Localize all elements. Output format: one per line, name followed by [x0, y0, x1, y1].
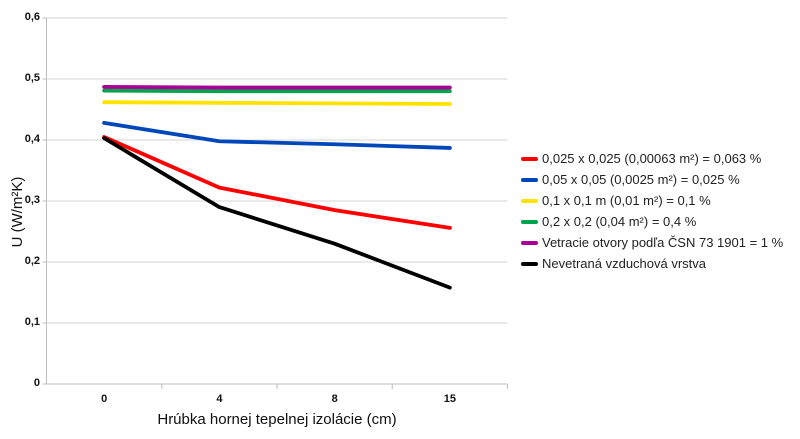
series-line: [102, 135, 452, 230]
series-line: [102, 88, 452, 94]
x-tick-label: 0: [101, 393, 108, 405]
x-axis-title: Hrúbka hornej tepelnej izolácie (cm): [157, 411, 397, 428]
legend-label: 0,2 x 0,2 (0,04 m²) = 0,4 %: [542, 214, 697, 229]
y-tick-label: 0,6: [24, 11, 40, 23]
legend-item: 0,025 x 0,025 (0,00063 m²) = 0,063 %: [521, 148, 783, 169]
series-line: [102, 100, 452, 106]
y-tick-label: 0,2: [24, 255, 40, 267]
x-tick-label: 8: [331, 393, 338, 405]
legend-label: Nevetraná vzduchová vrstva: [542, 256, 707, 271]
legend-label: Vetracie otvory podľa ČSN 73 1901 = 1 %: [542, 235, 784, 250]
y-tick-label: 0: [33, 377, 40, 389]
x-tick-label: 15: [443, 393, 456, 405]
legend-marker-line-icon: [521, 156, 538, 161]
legend-item: Vetracie otvory podľa ČSN 73 1901 = 1 %: [521, 232, 783, 253]
series-line: [102, 136, 452, 290]
series-line: [102, 121, 452, 150]
legend-marker-line-icon: [521, 219, 538, 224]
y-axis-title: U (W/m²K): [9, 176, 26, 248]
legend: 0,025 x 0,025 (0,00063 m²) = 0,063 % 0,05…: [521, 148, 783, 274]
legend-item: 0,1 x 0,1 m (0,01 m²) = 0,1 %: [521, 190, 783, 211]
y-tick-label: 0,1: [24, 316, 40, 328]
y-tick-label: 0,5: [24, 72, 40, 84]
legend-marker-line-icon: [521, 198, 538, 203]
legend-marker-line-icon: [521, 240, 538, 245]
y-tick-label: 0,3: [24, 194, 40, 206]
y-tick-label: 0,4: [24, 133, 40, 145]
legend-label: 0,05 x 0,05 (0,0025 m²) = 0,025 %: [542, 172, 740, 187]
legend-label: 0,025 x 0,025 (0,00063 m²) = 0,063 %: [542, 151, 762, 166]
legend-item: Nevetraná vzduchová vrstva: [521, 253, 783, 274]
legend-marker-line-icon: [521, 261, 538, 266]
legend-item: 0,2 x 0,2 (0,04 m²) = 0,4 %: [521, 211, 783, 232]
legend-item: 0,05 x 0,05 (0,0025 m²) = 0,025 %: [521, 169, 783, 190]
x-tick-label: 4: [216, 393, 223, 405]
legend-label: 0,1 x 0,1 m (0,01 m²) = 0,1 %: [542, 193, 711, 208]
legend-marker-line-icon: [521, 177, 538, 182]
series-line: [102, 85, 452, 90]
